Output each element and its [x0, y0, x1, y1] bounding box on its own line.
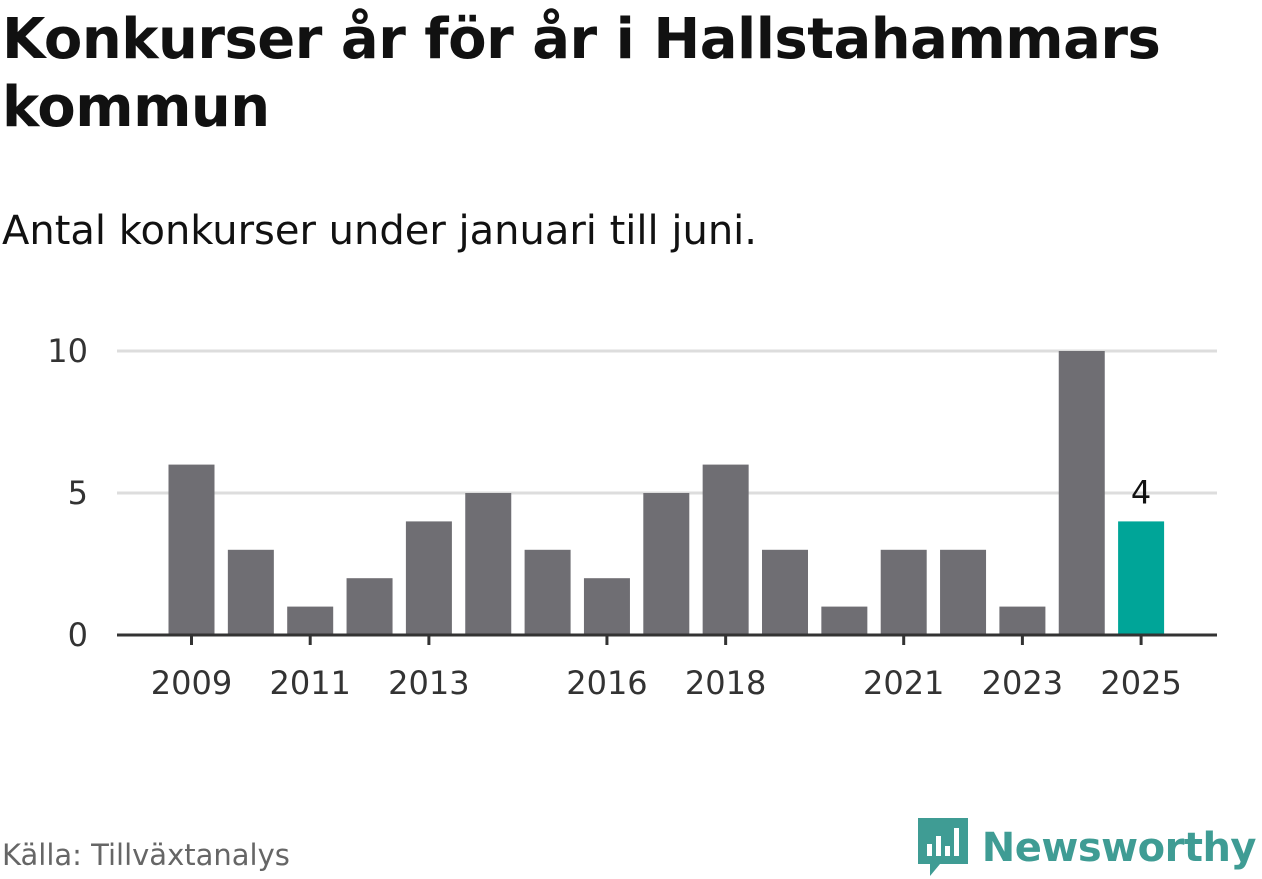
y-tick-label: 10: [47, 332, 88, 370]
brand-name: Newsworthy: [981, 825, 1257, 871]
bar: [287, 606, 334, 635]
bar: [880, 549, 927, 635]
bar: [643, 493, 690, 635]
bar: [1058, 351, 1105, 635]
source-note: Källa: Tillväxtanalys: [2, 838, 290, 872]
bar: [999, 606, 1046, 635]
bar: [583, 578, 630, 635]
chart-subtitle: Antal konkurser under januari till juni.: [2, 208, 757, 254]
x-tick-label: 2013: [388, 664, 469, 702]
data-label: 4: [1131, 473, 1151, 511]
brand: Newsworthy: [917, 818, 1257, 878]
bar-highlight: [1118, 521, 1165, 635]
bar: [227, 549, 274, 635]
bar: [762, 549, 808, 635]
x-tick-label: 2018: [685, 664, 766, 702]
y-tick-label: 0: [68, 616, 88, 654]
x-tick-label: 2021: [863, 664, 944, 702]
x-tick-label: 2011: [269, 664, 350, 702]
x-tick-label: 2025: [1100, 664, 1181, 702]
x-tick-label: 2009: [151, 664, 232, 702]
bar: [168, 464, 215, 635]
bar: [821, 606, 868, 635]
bar: [524, 549, 571, 635]
bar: [465, 493, 512, 635]
x-tick-label: 2016: [566, 664, 647, 702]
newsworthy-logo-icon: [917, 818, 968, 876]
bar: [702, 464, 749, 635]
x-tick-label: 2023: [982, 664, 1063, 702]
bar: [940, 549, 987, 635]
y-tick-label: 5: [68, 474, 88, 512]
bar: [405, 521, 452, 635]
bar: [346, 578, 393, 635]
chart-title: Konkurser år för år i Hallstahammars kom…: [2, 7, 1161, 140]
